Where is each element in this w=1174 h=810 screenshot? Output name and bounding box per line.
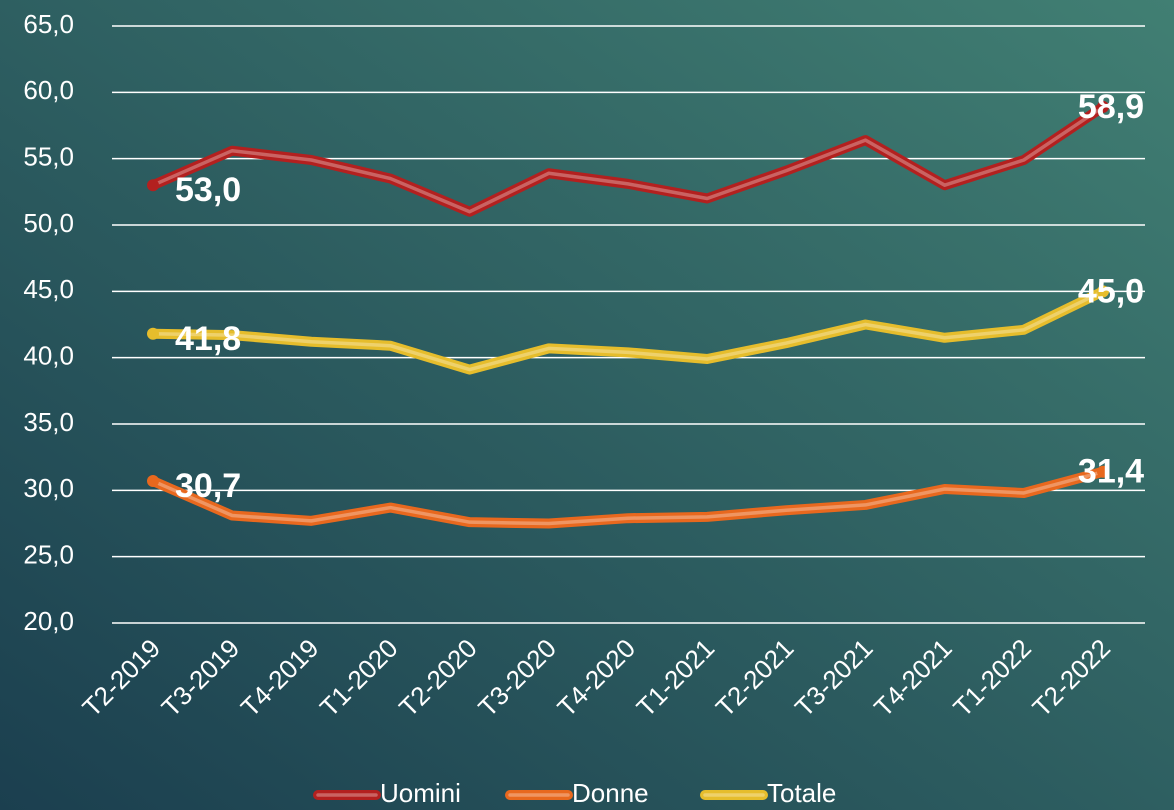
series-line-highlight — [151, 470, 1105, 526]
y-tick-label: 45,0 — [23, 274, 74, 304]
y-tick-label: 60,0 — [23, 75, 74, 105]
data-label: 31,4 — [1078, 453, 1144, 491]
end-marker — [147, 327, 159, 340]
y-tick-label: 50,0 — [23, 208, 74, 238]
legend-label: Uomini — [380, 778, 461, 808]
end-marker — [147, 179, 159, 192]
end-marker — [1097, 285, 1109, 298]
legend-label: Totale — [767, 778, 836, 808]
data-label: 45,0 — [1078, 272, 1144, 310]
y-tick-label: 20,0 — [23, 606, 74, 636]
y-tick-label: 40,0 — [23, 341, 74, 371]
end-marker — [1097, 465, 1109, 478]
end-marker — [1097, 100, 1109, 113]
data-label: 58,9 — [1078, 88, 1144, 126]
y-tick-label: 30,0 — [23, 473, 74, 503]
y-tick-label: 35,0 — [23, 407, 74, 437]
legend-item: Totale — [700, 778, 836, 808]
y-tick-label: 25,0 — [23, 540, 74, 570]
data-label: 53,0 — [175, 171, 241, 209]
legend-item: Donne — [505, 778, 649, 808]
data-label: 30,7 — [175, 467, 241, 505]
y-tick-label: 65,0 — [23, 9, 74, 39]
legend-label: Donne — [572, 778, 649, 808]
series-line-highlight — [151, 105, 1105, 214]
end-marker — [147, 475, 159, 488]
series-line-highlight — [151, 289, 1105, 372]
legend-item: Uomini — [313, 778, 461, 808]
y-tick-label: 55,0 — [23, 142, 74, 172]
data-label: 41,8 — [175, 320, 241, 358]
